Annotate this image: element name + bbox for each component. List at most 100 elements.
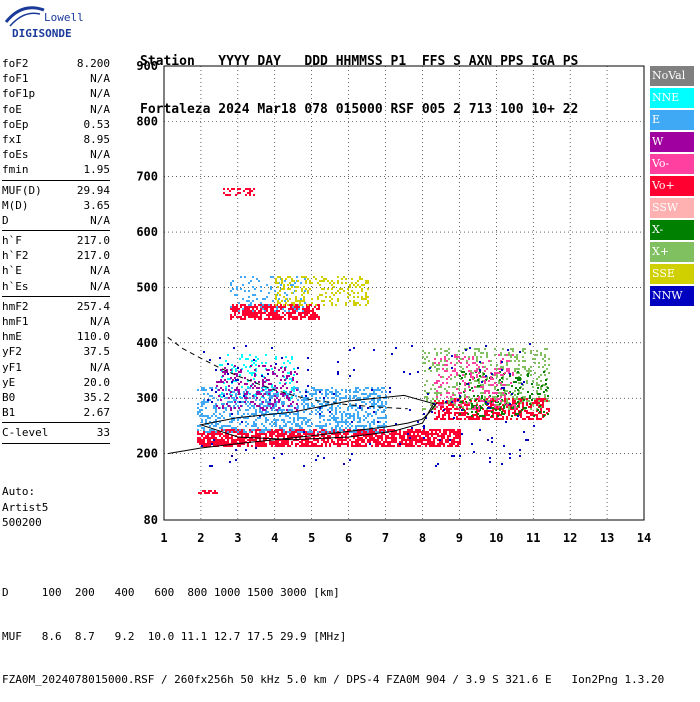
echo-point [506,378,508,380]
echo-point [349,427,351,429]
echo-point [454,368,456,370]
echo-point [295,290,297,292]
echo-point [489,395,491,397]
echo-point [251,425,253,427]
echo-point [452,404,454,406]
echo-point [482,418,484,420]
echo-point [514,360,516,362]
echo-point [281,393,283,395]
echo-point [223,417,225,419]
echo-point [317,425,319,427]
echo-point [274,312,276,314]
echo-point [312,308,314,310]
echo-point [203,443,205,445]
echo-point [421,433,423,435]
echo-point [530,370,532,372]
echo-point [411,439,413,441]
echo-point [468,370,470,372]
echo-point [262,407,264,409]
echo-point [301,445,303,447]
echo-point [244,290,246,292]
echo-point [284,367,286,369]
echo-point [245,433,247,435]
echo-point [271,390,273,392]
echo-point [393,429,395,431]
echo-point [317,411,319,413]
echo-point [331,427,333,429]
profile-trace-dashed [167,336,408,410]
echo-point [464,390,466,392]
echo-point [361,407,363,409]
echo-point [255,364,257,366]
echo-point [333,397,335,399]
echo-point [234,308,236,310]
echo-point [430,388,432,390]
echo-point [369,395,371,397]
echo-point [294,282,296,284]
echo-point [475,405,477,407]
echo-point [452,398,454,400]
echo-point [234,365,236,367]
echo-point [263,431,265,433]
echo-point [327,419,329,421]
echo-point [365,393,367,395]
echo-point [365,397,367,399]
echo-point [528,412,530,414]
echo-point [325,441,327,443]
echo-point [508,368,510,370]
echo-point [302,306,304,308]
echo-point [305,423,307,425]
echo-point [269,423,271,425]
echo-point [445,441,447,443]
echo-point [436,380,438,382]
echo-point [488,360,490,362]
echo-point [450,400,452,402]
echo-point [257,437,259,439]
echo-point [517,389,519,391]
echo-point [526,412,528,414]
echo-point [405,439,407,441]
param-row: h`F 217.0 [2,233,110,248]
echo-point [259,411,261,413]
echo-point [291,443,293,445]
echo-point [460,362,462,364]
echo-point [462,414,464,416]
echo-point [349,294,351,296]
echo-point [389,429,391,431]
echo-point [275,405,277,407]
echo-point [468,402,470,404]
echo-point [255,435,257,437]
echo-point [292,379,294,381]
echo-point [219,439,221,441]
echo-point [263,433,265,435]
echo-point [501,387,503,389]
echo-point [219,364,221,366]
echo-point [519,377,521,379]
echo-point [482,400,484,402]
legend-w: W [650,132,694,152]
echo-point [483,415,485,417]
echo-point [243,391,245,393]
f-trace-outline [198,394,435,441]
echo-point [438,364,440,366]
echo-point [453,441,455,443]
echo-point [231,435,233,437]
echo-point [349,286,351,288]
echo-point [306,312,308,314]
echo-point [429,439,431,441]
echo-point [211,443,213,445]
echo-point [401,437,403,439]
echo-point [274,401,276,403]
echo-point [317,455,319,457]
echo-point [526,416,528,418]
echo-point [479,429,481,431]
echo-point [201,441,203,443]
echo-point [235,429,237,431]
echo-point [525,439,527,441]
echo-point [291,302,293,304]
echo-point [250,379,252,381]
echo-point [454,400,456,402]
echo-point [451,439,453,441]
echo-point [363,389,365,391]
echo-point [313,431,315,433]
